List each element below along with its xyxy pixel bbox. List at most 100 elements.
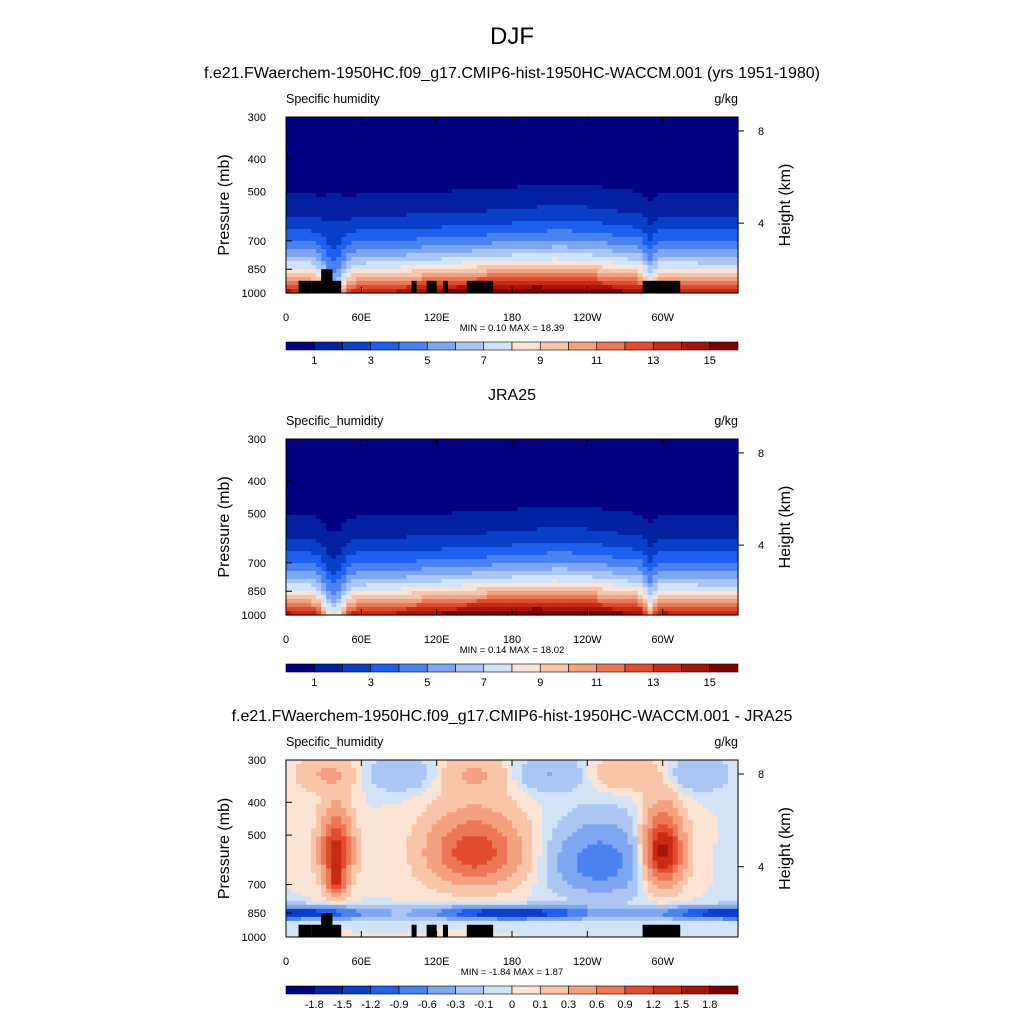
contour-cell: [532, 125, 538, 130]
contour-cell: [577, 181, 583, 186]
contour-cell: [722, 169, 729, 174]
x-tick-label: 60W: [651, 312, 674, 324]
contour-cell: [532, 205, 538, 210]
contour-cell: [401, 209, 408, 214]
contour-cell: [291, 471, 297, 476]
contour-cell: [436, 197, 443, 202]
contour-cell: [321, 257, 327, 262]
contour-cell: [321, 145, 327, 150]
contour-cell: [326, 177, 332, 182]
contour-cell: [416, 141, 423, 146]
contour-cell: [416, 221, 423, 226]
contour-cell: [366, 185, 372, 190]
contour-cell: [356, 225, 362, 230]
contour-cell: [356, 285, 362, 290]
contour-cell: [401, 225, 408, 230]
contour-cell: [717, 221, 724, 226]
contour-cell: [441, 233, 448, 238]
contour-cell: [451, 451, 458, 456]
contour-cell: [702, 153, 709, 158]
contour-cell: [506, 153, 513, 158]
contour-cell: [376, 253, 383, 258]
contour-cell: [612, 129, 619, 134]
contour-cell: [441, 475, 448, 480]
contour-cell: [542, 277, 548, 282]
contour-cell: [562, 463, 568, 468]
contour-cell: [572, 201, 578, 206]
contour-cell: [331, 209, 337, 214]
contour-cell: [632, 181, 639, 186]
contour-cell: [557, 121, 563, 126]
contour-cell: [501, 463, 508, 468]
contour-cell: [622, 459, 629, 464]
contour-cell: [622, 185, 629, 190]
contour-cell: [291, 439, 297, 444]
contour-cell: [672, 447, 679, 452]
contour-cell: [642, 161, 649, 166]
contour-cell: [687, 185, 694, 190]
contour-cell: [672, 193, 679, 198]
contour-cell: [346, 133, 352, 138]
contour-cell: [406, 273, 413, 278]
contour-cell: [406, 479, 413, 484]
contour-cell: [366, 439, 372, 444]
contour-cell: [431, 169, 438, 174]
contour-cell: [306, 181, 312, 186]
contour-cell: [366, 471, 372, 476]
contour-cell: [577, 141, 583, 146]
contour-cell: [517, 253, 523, 258]
contour-cell: [687, 137, 694, 142]
contour-cell: [577, 269, 583, 274]
contour-cell: [361, 269, 367, 274]
contour-cell: [632, 201, 639, 206]
contour-cell: [637, 193, 644, 198]
contour-cell: [522, 237, 528, 242]
contour-cell: [326, 467, 332, 472]
contour-cell: [572, 443, 578, 448]
contour-cell: [642, 233, 649, 238]
contour-cell: [562, 165, 568, 170]
contour-cell: [501, 161, 508, 166]
contour-cell: [657, 439, 664, 444]
contour-cell: [627, 241, 634, 246]
contour-cell: [341, 253, 347, 258]
contour-cell: [351, 463, 357, 468]
contour-cell: [316, 471, 322, 476]
contour-cell: [496, 281, 503, 286]
contour-cell: [732, 193, 739, 198]
contour-cell: [481, 185, 488, 190]
contour-cell: [286, 185, 292, 190]
contour-cell: [717, 277, 724, 282]
contour-cell: [562, 173, 568, 178]
contour-cell: [306, 189, 312, 194]
contour-cell: [441, 269, 448, 274]
contour-cell: [366, 117, 372, 122]
contour-cell: [351, 125, 357, 130]
contour-cell: [401, 245, 408, 250]
contour-cell: [587, 463, 593, 468]
contour-cell: [687, 189, 694, 194]
contour-cell: [572, 121, 578, 126]
contour-cell: [441, 245, 448, 250]
contour-cell: [522, 213, 528, 218]
contour-cell: [456, 459, 463, 464]
contour-cell: [431, 121, 438, 126]
contour-cell: [306, 169, 312, 174]
contour-cell: [687, 459, 694, 464]
contour-cell: [411, 451, 418, 456]
contour-cell: [647, 471, 654, 476]
contour-cell: [717, 289, 724, 294]
contour-cell: [481, 205, 488, 210]
contour-cell: [572, 265, 578, 270]
contour-cell: [386, 157, 393, 162]
contour-cell: [592, 463, 598, 468]
contour-cell: [682, 129, 689, 134]
contour-cell: [692, 185, 699, 190]
contour-cell: [426, 133, 433, 138]
contour-cell: [517, 129, 523, 134]
contour-cell: [572, 169, 578, 174]
contour-cell: [717, 185, 724, 190]
contour-cell: [376, 177, 383, 182]
contour-cell: [527, 169, 533, 174]
contour-cell: [612, 269, 619, 274]
